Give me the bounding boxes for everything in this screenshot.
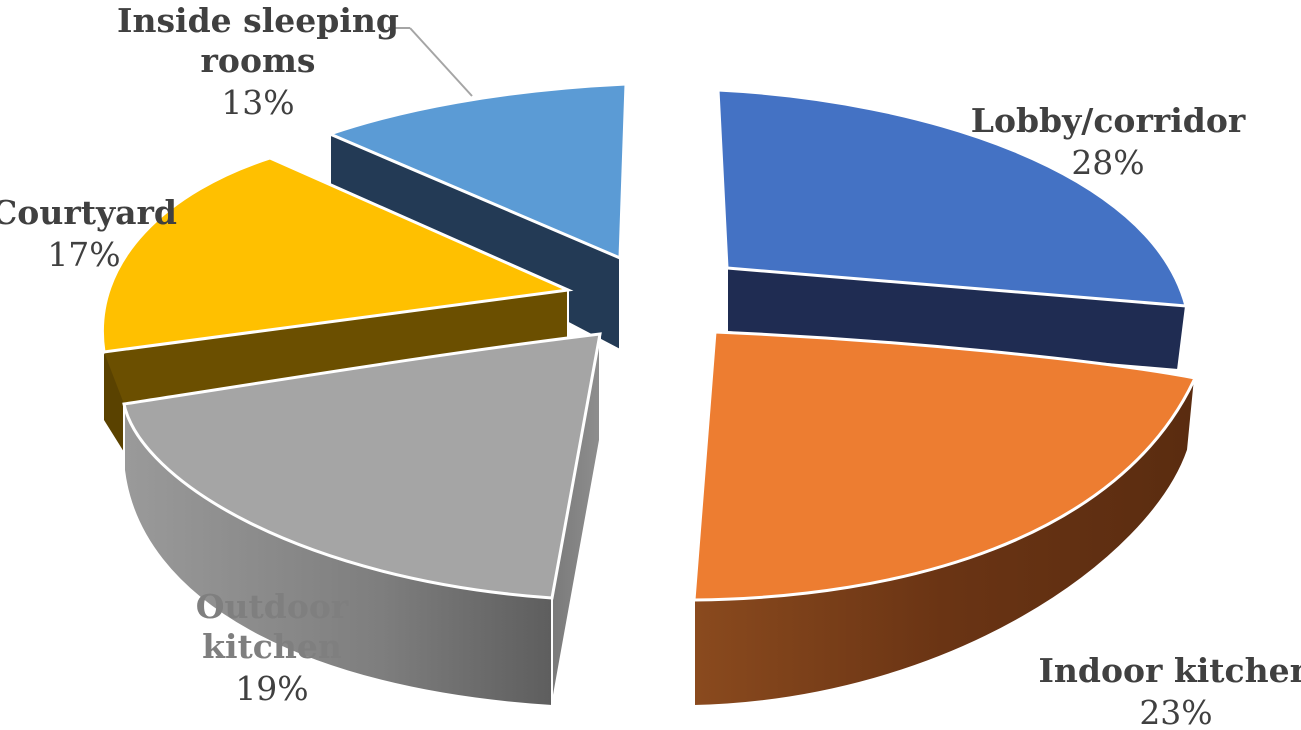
slice-side-courtyard-edge <box>104 352 124 452</box>
slice-courtyard <box>101 156 574 354</box>
label-indoor-kitchen-pct: 23% <box>1139 693 1212 730</box>
slice-outdoor-kitchen <box>122 332 602 600</box>
slice-inside-sleeping-rooms <box>325 82 628 261</box>
slice-indoor-kitchen <box>692 330 1198 602</box>
label-courtyard: Courtyard <box>0 193 177 232</box>
label-lobby-corridor-pct: 28% <box>1071 143 1144 182</box>
label-lobby-corridor: Lobby/corridor <box>971 101 1246 140</box>
label-outdoor-kitchen-pct: 19% <box>235 669 308 708</box>
label-inside-sleeping-rooms-line1: Inside sleeping <box>117 1 399 40</box>
label-outdoor-kitchen-line2: kitchen <box>202 627 342 666</box>
leader-inside-sleeping-rooms-diag <box>409 27 473 97</box>
slice-lobby-corridor <box>716 88 1188 308</box>
label-courtyard-pct: 17% <box>47 235 120 274</box>
label-inside-sleeping-rooms-line2: rooms <box>201 41 316 80</box>
label-indoor-kitchen: Indoor kitchen <box>1038 651 1301 690</box>
label-outdoor-kitchen-line1: Outdoor <box>196 587 349 626</box>
label-inside-sleeping-rooms-pct: 13% <box>221 83 294 122</box>
